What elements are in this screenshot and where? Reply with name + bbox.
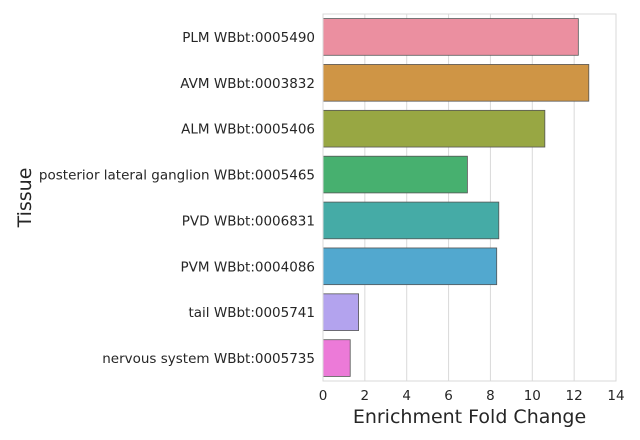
x-tick-label: 0 — [319, 388, 328, 404]
category-labels: PLM WBbt:0005490 AVM WBbt:0003832 ALM WBbt… — [39, 30, 315, 367]
bars — [322, 18, 590, 377]
category-label: AVM WBbt:0003832 — [180, 76, 315, 92]
bar — [322, 339, 351, 377]
x-tick-label: 14 — [607, 388, 624, 404]
category-label: PLM WBbt:0005490 — [182, 30, 315, 46]
bar — [322, 247, 498, 286]
x-tick-label: 12 — [566, 388, 583, 404]
x-axis-title: Enrichment Fold Change — [353, 406, 586, 428]
x-tick-label: 4 — [402, 388, 411, 404]
category-label: tail WBbt:0005741 — [188, 305, 315, 321]
x-tick-label: 2 — [361, 388, 370, 404]
category-label: nervous system WBbt:0005735 — [102, 351, 315, 367]
bar — [322, 18, 579, 56]
y-axis-title: Tissue — [14, 168, 36, 229]
x-tick-label: 10 — [524, 388, 541, 404]
category-label: PVD WBbt:0006831 — [182, 213, 315, 229]
bar — [322, 201, 500, 240]
bar — [322, 293, 359, 331]
category-label: PVM WBbt:0004086 — [181, 259, 315, 275]
x-tick-label: 6 — [444, 388, 453, 404]
category-label: ALM WBbt:0005406 — [181, 122, 315, 138]
category-label: posterior lateral ganglion WBbt:0005465 — [39, 168, 315, 184]
bar — [322, 155, 468, 194]
x-tick-labels: 0 2 4 6 8 10 12 14 — [319, 388, 625, 404]
bar — [322, 109, 546, 148]
x-tick-label: 8 — [486, 388, 495, 404]
bar — [322, 64, 590, 102]
plot-frame — [322, 13, 617, 382]
